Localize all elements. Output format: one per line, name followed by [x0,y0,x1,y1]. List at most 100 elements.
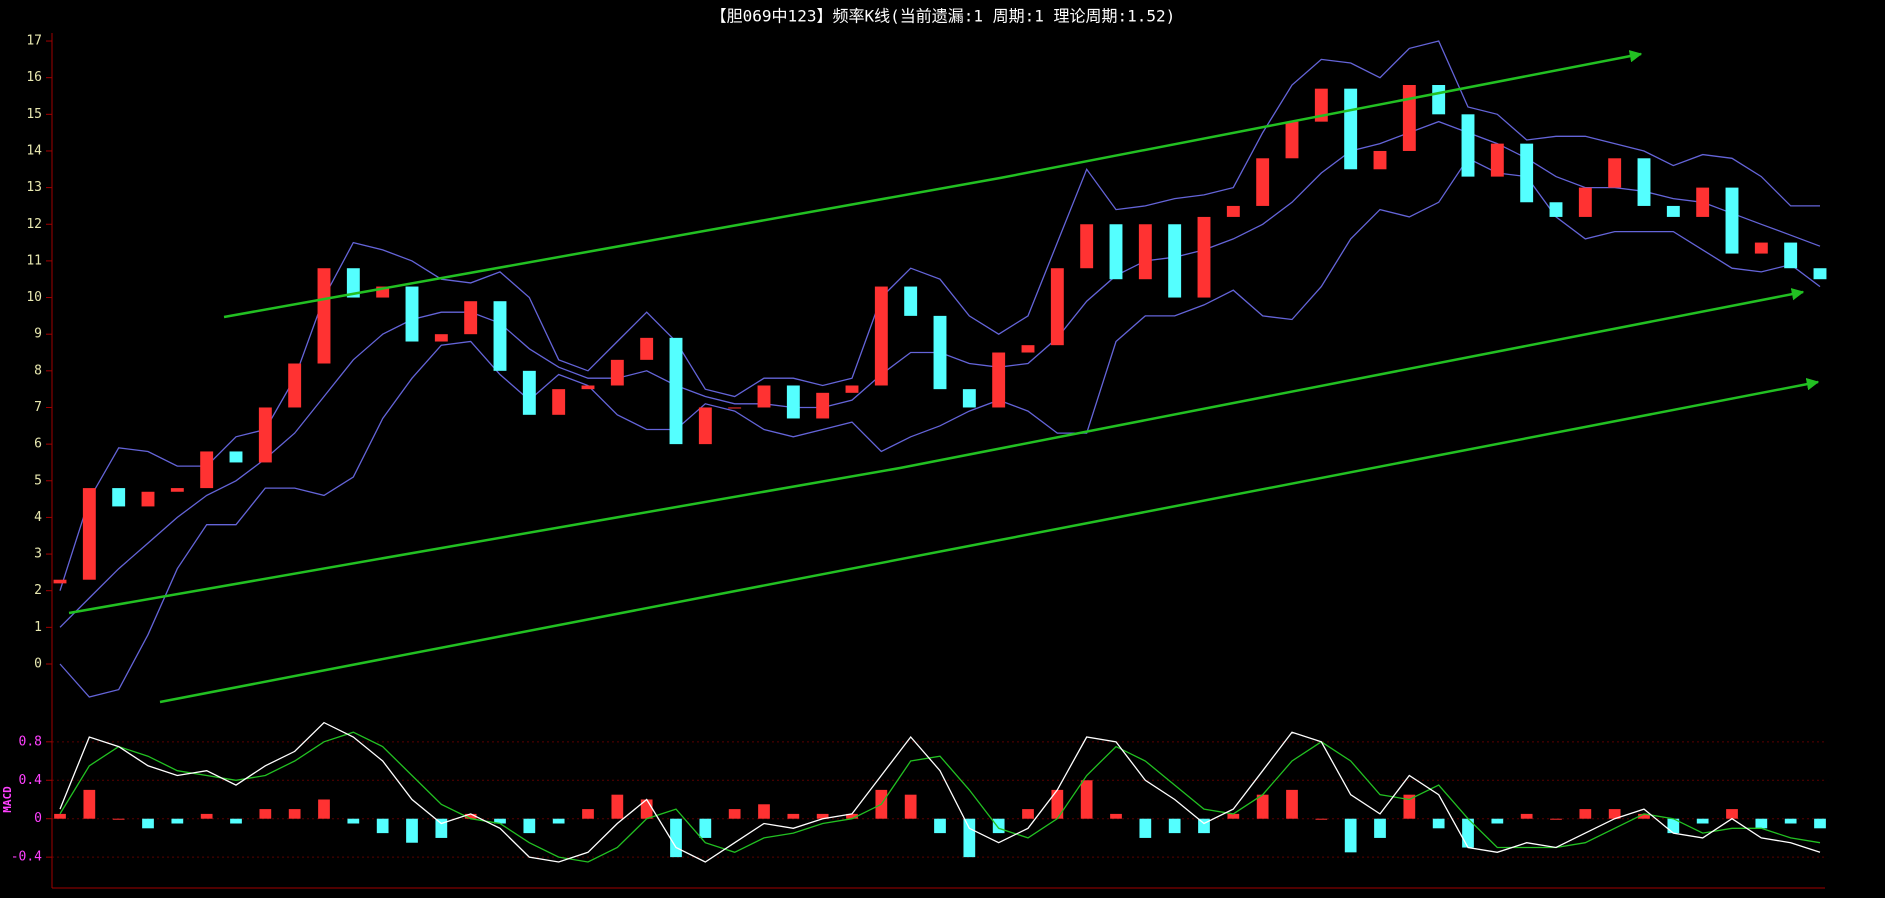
histogram-bar [171,818,184,824]
y-tick-label: 0.8 [19,734,42,749]
y-tick-label: 5 [34,473,42,488]
histogram-bar [1227,813,1240,819]
y-tick-label: 13 [26,180,42,195]
candle [1578,187,1592,217]
histogram-bar [142,818,154,829]
candle [1344,88,1358,170]
trend-line [223,50,1643,319]
y-tick-label: 2 [34,583,42,598]
y-tick-label: 16 [26,70,42,85]
histogram-bar [1374,818,1386,838]
candle [1314,88,1328,122]
candle [933,315,947,390]
histogram-bar [699,818,712,838]
candle [1021,345,1035,353]
histogram-bar [1051,789,1064,819]
histogram-bar [464,813,477,819]
histogram-bar [1139,818,1152,838]
candle [1813,268,1827,280]
candle [200,451,214,489]
histogram-bar [1667,818,1680,834]
candle [757,385,771,408]
candle [1520,143,1534,203]
histogram-bar [1784,818,1797,824]
dea-line [59,731,1821,863]
candle [1285,121,1299,159]
chart-title: 【胆069中123】频率K线(当前遗漏:1 周期:1 理论周期:1.52) [711,7,1176,26]
candle [962,389,976,408]
candle [1784,242,1798,269]
y-tick-label: 0 [34,811,42,826]
candle [141,491,155,507]
candle [1696,187,1710,217]
histogram-bar [1403,794,1416,819]
candle [816,392,830,419]
histogram-bar [846,813,858,819]
candle [992,352,1006,408]
histogram-bar [1491,818,1504,824]
trend-line [68,288,1805,615]
histogram-bar [904,794,917,819]
histogram-bar [288,809,301,819]
y-tick-label: 6 [34,437,42,452]
histogram-bar [1726,809,1738,819]
candle [1608,158,1622,188]
histogram-bar [582,809,594,819]
trend-lines [68,50,1820,704]
y-tick-label: -0.4 [11,850,42,865]
histogram-bar [640,799,653,819]
histogram-bar [259,809,272,819]
candle [229,451,243,463]
candle [904,286,918,316]
candle [669,337,683,445]
candle [1461,114,1475,177]
histogram-bar [1462,818,1474,848]
candle [1725,187,1739,254]
candle [1080,224,1094,269]
candle [845,385,859,393]
candle [728,407,742,409]
histogram-bar [376,818,389,834]
candle [1226,205,1240,217]
histogram-bar [552,818,565,824]
histogram-bar [1022,809,1034,819]
histogram-bar [1286,789,1298,819]
candle [1432,85,1446,115]
histogram-bar [670,818,682,858]
candle [53,579,67,584]
candle [1402,85,1416,151]
candle [405,286,419,342]
y-tick-label: 14 [26,143,42,158]
y-tick-label: 0 [34,656,42,671]
candle [581,385,595,390]
candle [698,407,712,445]
candle [1109,224,1123,280]
candle [1754,242,1768,254]
histogram-bar [200,813,213,819]
y-tick-label: 4 [34,510,42,525]
candle [346,268,360,298]
histogram-bar [1579,809,1592,819]
pane-label: MACD [1,786,14,813]
candle [112,488,126,507]
candle [1197,216,1211,298]
candle [317,268,331,364]
candle [552,389,566,415]
candle [464,301,478,335]
y-tick-label: 1 [34,620,42,635]
y-tick-label: 3 [34,547,42,562]
histogram-bar [1638,813,1650,819]
candle [434,334,448,342]
histogram-bar [318,799,330,819]
histogram-bar [758,804,770,819]
histogram-bar [992,818,1005,834]
candle [610,359,624,386]
candle [874,286,888,386]
candle [376,286,390,298]
y-tick-label: 12 [26,217,42,232]
candle [1256,158,1270,206]
histogram-bar [1080,780,1093,819]
candle [1373,150,1387,170]
y-tick-label: 17 [26,34,42,49]
